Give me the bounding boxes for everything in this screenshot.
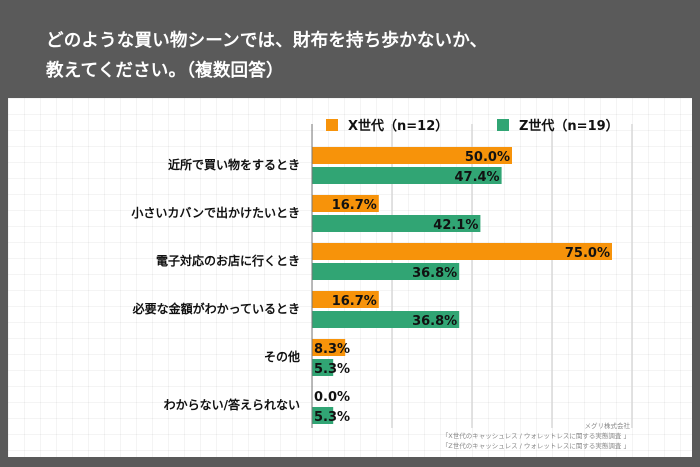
bar-z-4 <box>312 359 334 376</box>
value-label: 42.1% <box>433 218 478 233</box>
value-label: 50.0% <box>465 150 510 165</box>
title-line-1: どのような買い物シーンでは、財布を持ち歩かないか、 <box>46 31 488 51</box>
value-label: 5.3% <box>314 362 350 377</box>
value-label: 0.0% <box>314 390 350 405</box>
value-label: 75.0% <box>565 246 610 261</box>
bar-z-0 <box>312 167 502 184</box>
category-label: 必要な金額がわかっているとき <box>132 301 300 316</box>
value-label: 16.7% <box>332 294 377 309</box>
value-label: 36.8% <box>412 266 457 281</box>
title-line-2: 教えてください。（複数回答） <box>46 61 284 81</box>
category-label: 電子対応のお店に行くとき <box>156 253 300 268</box>
bar-x-2 <box>312 243 612 260</box>
category-labels: 近所で買い物をするとき小さいカバンで出かけたいとき電子対応のお店に行くとき必要な… <box>131 157 300 412</box>
bars: 50.0% 47.4% 16.7% 42.1% 75.0% 36.8% 16.7% 36.8%… <box>312 147 612 425</box>
category-label: 近所で買い物をするとき <box>168 157 300 172</box>
source-line-1: 「X世代のキャッシュレス / ウォレットレスに関する実態調査 」 <box>441 432 630 440</box>
category-label: わからない/答えられない <box>164 397 300 412</box>
source-company: メグリ株式会社 <box>584 422 631 430</box>
bar-z-1 <box>312 215 481 232</box>
value-label: 16.7% <box>332 198 377 213</box>
legend-label-0: X世代（n=12） <box>348 118 448 134</box>
source-note: メグリ株式会社 「X世代のキャッシュレス / ウォレットレスに関する実態調査 」… <box>442 421 630 451</box>
bar-x-0 <box>312 147 512 164</box>
category-label: その他 <box>264 349 300 364</box>
bar-x-1 <box>312 195 379 212</box>
bar-z-2 <box>312 263 460 280</box>
legend-swatch-0 <box>326 119 338 131</box>
value-label: 5.3% <box>314 410 350 425</box>
value-label: 8.3% <box>314 342 350 357</box>
value-label: 36.8% <box>412 314 457 329</box>
bar-z-5 <box>312 407 334 424</box>
chart-title: どのような買い物シーンでは、財布を持ち歩かないか、 教えてください。（複数回答） <box>46 26 487 86</box>
category-label: 小さいカバンで出かけたいとき <box>131 205 300 220</box>
legend-swatch-1 <box>497 119 509 131</box>
bar-x-3 <box>312 291 379 308</box>
bar-x-4 <box>312 339 346 356</box>
source-line-2: 「Z世代のキャッシュレス / ウォレットレスに関する実態調査 」 <box>441 442 630 450</box>
value-label: 47.4% <box>454 170 499 185</box>
legend: X世代（n=12） Z世代（n=19） <box>326 118 619 134</box>
legend-label-1: Z世代（n=19） <box>519 118 619 134</box>
bar-z-3 <box>312 311 460 328</box>
